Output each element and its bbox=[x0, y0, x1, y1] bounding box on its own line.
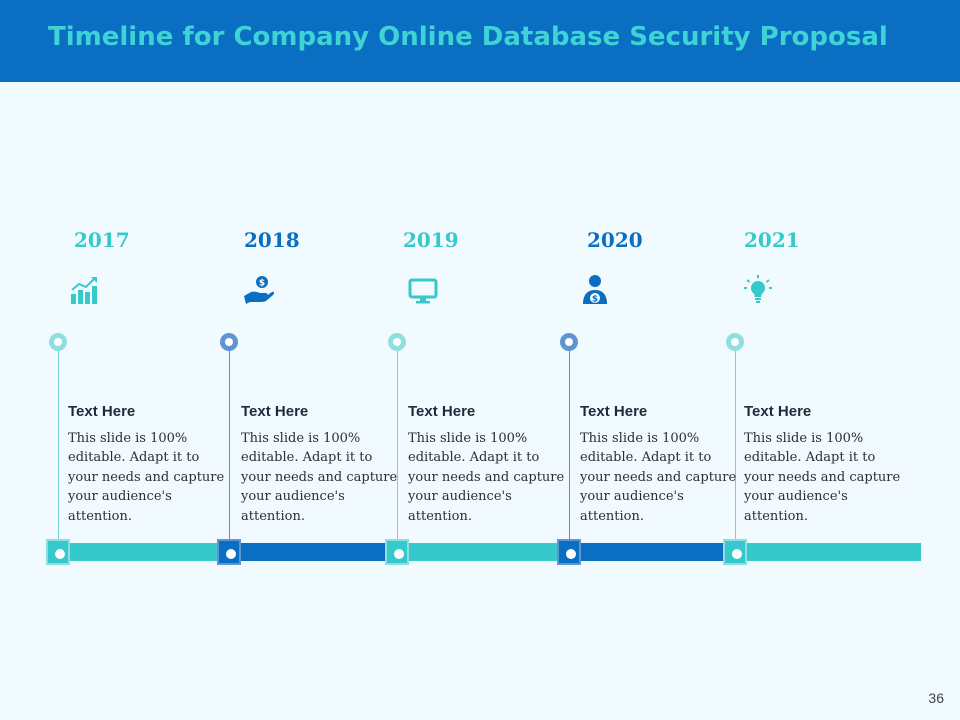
milestone-heading: Text Here bbox=[241, 403, 309, 420]
slide-title: Timeline for Company Online Database Sec… bbox=[48, 22, 888, 52]
milestone-dot bbox=[560, 333, 578, 351]
year-label: 2020 bbox=[587, 228, 643, 252]
connector-line bbox=[229, 342, 230, 552]
milestone-description: This slide is 100% editable. Adapt it to… bbox=[68, 431, 225, 524]
timeline-node bbox=[723, 539, 747, 565]
connector-line bbox=[397, 342, 398, 552]
milestone-description: This slide is 100% editable. Adapt it to… bbox=[241, 431, 398, 524]
milestone-heading: Text Here bbox=[408, 403, 476, 420]
timeline-segment bbox=[569, 543, 735, 561]
timeline-node bbox=[557, 539, 581, 565]
connector-line bbox=[569, 342, 570, 552]
monitor-icon bbox=[408, 278, 438, 304]
timeline-node bbox=[217, 539, 241, 565]
timeline-segment bbox=[397, 543, 569, 561]
connector-line bbox=[735, 342, 736, 552]
year-label: 2019 bbox=[403, 228, 459, 252]
milestone-dot bbox=[726, 333, 744, 351]
header-band: Timeline for Company Online Database Sec… bbox=[0, 0, 960, 82]
milestone-dot bbox=[388, 333, 406, 351]
year-label: 2017 bbox=[74, 228, 130, 252]
lightbulb-icon bbox=[744, 275, 772, 303]
milestone-heading: Text Here bbox=[744, 403, 812, 420]
hand-coin-icon: $ bbox=[244, 276, 274, 304]
milestone-dot bbox=[220, 333, 238, 351]
milestone-heading: Text Here bbox=[580, 403, 648, 420]
year-label: 2018 bbox=[244, 228, 300, 252]
timeline-node bbox=[385, 539, 409, 565]
businessman-dollar-icon: $ bbox=[583, 275, 607, 305]
growth-chart-icon bbox=[71, 277, 97, 304]
timeline-segment bbox=[58, 543, 229, 561]
svg-text:$: $ bbox=[259, 279, 265, 289]
svg-text:$: $ bbox=[592, 295, 598, 305]
milestone-heading: Text Here bbox=[68, 403, 136, 420]
connector-line bbox=[58, 342, 59, 552]
page-number: 36 bbox=[928, 690, 944, 706]
timeline-node bbox=[46, 539, 70, 565]
milestone-description: This slide is 100% editable. Adapt it to… bbox=[408, 431, 565, 524]
year-label: 2021 bbox=[744, 228, 800, 252]
milestone-description: This slide is 100% editable. Adapt it to… bbox=[744, 431, 901, 524]
timeline-segment bbox=[735, 543, 921, 561]
timeline-segment bbox=[229, 543, 397, 561]
milestone-description: This slide is 100% editable. Adapt it to… bbox=[580, 431, 737, 524]
milestone-dot bbox=[49, 333, 67, 351]
